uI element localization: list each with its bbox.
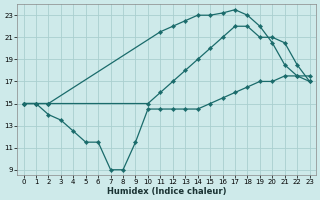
X-axis label: Humidex (Indice chaleur): Humidex (Indice chaleur) bbox=[107, 187, 226, 196]
